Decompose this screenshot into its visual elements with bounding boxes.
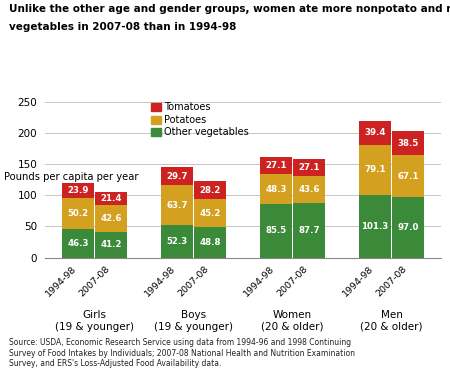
Bar	[260, 158, 292, 174]
Text: 27.1: 27.1	[298, 163, 320, 172]
Bar	[359, 121, 391, 145]
Bar	[194, 199, 226, 227]
Text: 48.8: 48.8	[199, 238, 221, 247]
Bar	[161, 167, 193, 185]
Bar	[62, 198, 94, 229]
Bar	[359, 195, 391, 258]
Text: Men
(20 & older): Men (20 & older)	[360, 310, 423, 332]
Text: 63.7: 63.7	[166, 201, 188, 210]
Text: 79.1: 79.1	[364, 165, 386, 174]
Bar	[95, 192, 127, 205]
Bar	[260, 204, 292, 258]
Text: vegetables in 2007-08 than in 1994-98: vegetables in 2007-08 than in 1994-98	[9, 22, 236, 32]
Bar	[194, 227, 226, 258]
Text: Girls
(19 & younger): Girls (19 & younger)	[55, 310, 134, 332]
Text: 101.3: 101.3	[361, 222, 388, 231]
Bar	[161, 225, 193, 258]
Text: 87.7: 87.7	[298, 226, 320, 235]
Bar	[293, 203, 325, 258]
Legend: Tomatoes, Potatoes, Other vegetables: Tomatoes, Potatoes, Other vegetables	[149, 100, 251, 139]
Text: 45.2: 45.2	[199, 209, 221, 217]
Text: 21.4: 21.4	[100, 194, 122, 203]
Bar	[161, 185, 193, 225]
Bar	[293, 159, 325, 176]
Bar	[194, 181, 226, 199]
Bar	[62, 183, 94, 198]
Text: Boys
(19 & younger): Boys (19 & younger)	[154, 310, 233, 332]
Text: 38.5: 38.5	[397, 139, 419, 148]
Text: Pounds per capita per year: Pounds per capita per year	[4, 171, 139, 182]
Bar	[95, 232, 127, 258]
Bar	[293, 176, 325, 203]
Text: 43.6: 43.6	[298, 185, 320, 194]
Text: 41.2: 41.2	[100, 240, 122, 249]
Bar	[359, 145, 391, 195]
Text: 28.2: 28.2	[199, 186, 221, 195]
Text: 48.3: 48.3	[265, 185, 287, 194]
Bar	[392, 131, 424, 155]
Text: 52.3: 52.3	[166, 237, 188, 246]
Text: 67.1: 67.1	[397, 172, 419, 181]
Text: 97.0: 97.0	[397, 223, 419, 232]
Text: 23.9: 23.9	[67, 185, 89, 195]
Text: 50.2: 50.2	[68, 209, 88, 217]
Text: 39.4: 39.4	[364, 128, 386, 138]
Text: Source: USDA, Economic Research Service using data from 1994-96 and 1998 Continu: Source: USDA, Economic Research Service …	[9, 338, 355, 368]
Text: Women
(20 & older): Women (20 & older)	[261, 310, 324, 332]
Text: 85.5: 85.5	[266, 226, 286, 236]
Text: 29.7: 29.7	[166, 171, 188, 181]
Text: 27.1: 27.1	[265, 161, 287, 170]
Text: 42.6: 42.6	[100, 214, 122, 223]
Bar	[392, 155, 424, 197]
Text: 46.3: 46.3	[67, 239, 89, 248]
Bar	[95, 205, 127, 232]
Bar	[392, 197, 424, 258]
Bar	[260, 174, 292, 204]
Bar	[62, 229, 94, 258]
Text: Unlike the other age and gender groups, women ate more nonpotato and nontomato: Unlike the other age and gender groups, …	[9, 4, 450, 14]
